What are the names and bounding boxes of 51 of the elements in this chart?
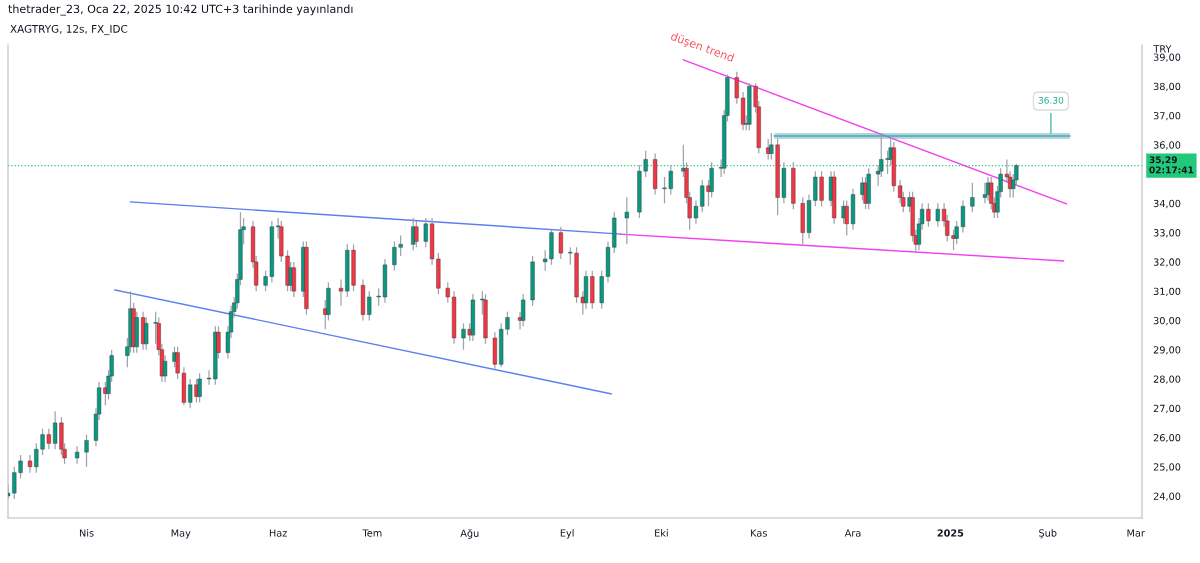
x-tick-label: Haz bbox=[269, 529, 287, 537]
x-tick-label: Nis bbox=[79, 529, 94, 537]
x-tick-label: 2025 bbox=[937, 529, 964, 537]
candlestick bbox=[935, 202, 940, 228]
candlestick bbox=[700, 179, 705, 213]
candlestick bbox=[197, 372, 202, 404]
candlestick bbox=[188, 378, 193, 409]
candlestick bbox=[414, 220, 419, 248]
candlestick bbox=[423, 217, 428, 248]
x-tick-label: Eyl bbox=[560, 529, 574, 539]
y-tick-label: 28,00 bbox=[1153, 375, 1181, 384]
candlestick bbox=[367, 290, 372, 322]
candlestick bbox=[970, 182, 975, 213]
y-tick-label: 33,00 bbox=[1153, 229, 1181, 238]
x-tick-label: Ağu bbox=[460, 529, 479, 539]
y-tick-label: 30,00 bbox=[1153, 316, 1181, 326]
x-tick-label: Eki bbox=[655, 529, 668, 537]
y-tick-label: 31,00 bbox=[1153, 287, 1181, 296]
chart-title: thetrader_23, Oca 22, 2025 10:42 UTC+3 tarihinde yayınlandı bbox=[8, 4, 353, 16]
candlestick bbox=[461, 322, 466, 351]
x-tick-label: Şub bbox=[1039, 529, 1057, 539]
y-tick-label: 36,00 bbox=[1153, 141, 1181, 150]
candlestick bbox=[734, 71, 739, 105]
y-tick-label: 27,00 bbox=[1153, 404, 1181, 414]
x-tick-label: Ara bbox=[844, 529, 861, 537]
text: 02:17:41 bbox=[1149, 166, 1194, 174]
y-tick-label: 26,00 bbox=[1153, 433, 1181, 443]
y-tick-label: 32,00 bbox=[1153, 258, 1181, 267]
x-tick-label: Tem bbox=[362, 529, 382, 537]
candlestick bbox=[144, 316, 149, 351]
x-tick-label: Kas bbox=[751, 529, 767, 537]
annotation: düşen trend bbox=[669, 31, 735, 64]
annotation: 36.30 bbox=[1038, 96, 1064, 104]
y-tick-label: 38,00 bbox=[1153, 82, 1181, 92]
x-tick-label: May bbox=[171, 529, 191, 539]
y-tick-label: 29,00 bbox=[1153, 346, 1181, 355]
chart-subtitle: XAGTRYG, 12s, FX_IDC bbox=[10, 24, 128, 36]
candlestick bbox=[75, 445, 80, 465]
candlestick bbox=[445, 281, 450, 304]
y-tick-label: 39,00 bbox=[1153, 53, 1181, 62]
candlestick bbox=[624, 196, 629, 245]
x-tick-label: Mar bbox=[1127, 529, 1145, 537]
y-tick-label: 37,00 bbox=[1153, 112, 1181, 121]
candlestick bbox=[84, 433, 89, 468]
candlestick bbox=[521, 293, 526, 327]
y-axis-title: TRY bbox=[1153, 45, 1172, 53]
y-tick-label: 34,00 bbox=[1153, 199, 1181, 209]
ref-line-label: 35,29 bbox=[1149, 156, 1177, 165]
y-tick-label: 24,00 bbox=[1153, 492, 1181, 501]
candlestick bbox=[558, 226, 563, 260]
y-tick-label: 25,00 bbox=[1153, 463, 1181, 472]
